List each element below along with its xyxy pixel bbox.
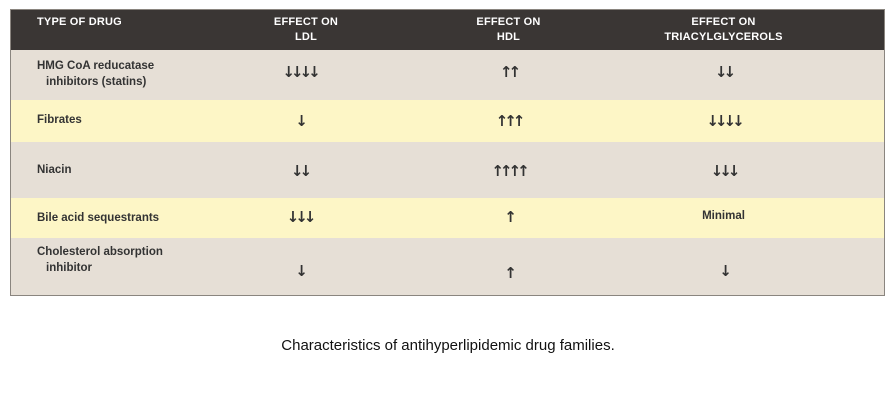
header-effect-hdl-line1: Effect on <box>476 16 541 28</box>
table-row-niacin: Niacin ↓↓ ↑↑↑↑ ↓↓↓ <box>11 142 884 198</box>
header-effect-tg-line1: Effect on <box>691 16 756 28</box>
header-effect-hdl: Effect on HDL <box>436 15 581 45</box>
hdl-effect-statins: ↑↑ <box>499 63 521 81</box>
ldl-effect-fibrates: ↓ <box>295 112 308 130</box>
drug-name-statins: HMG CoA reducatase inhibitors (statins) <box>37 58 154 90</box>
header-effect-triacylglycerols: Effect on Triacylglycerols <box>651 15 796 45</box>
drug-name-niacin: Niacin <box>37 162 72 178</box>
figure-caption: Characteristics of antihyperlipidemic dr… <box>281 337 615 354</box>
drug-name-line1: Fibrates <box>37 114 82 126</box>
header-type-of-drug: Type of drug <box>37 15 122 30</box>
header-type-of-drug-line1: Type of drug <box>37 16 122 28</box>
tg-effect-bile-acid: Minimal <box>702 210 745 222</box>
drug-name-line1: Niacin <box>37 164 72 176</box>
hdl-effect-bile-acid: ↑ <box>504 208 517 226</box>
header-effect-hdl-line2: HDL <box>496 31 521 43</box>
drug-name-line1: HMG CoA reducatase <box>37 60 155 72</box>
hdl-effect-niacin: ↑↑↑↑ <box>491 162 529 180</box>
header-effect-ldl-line1: Effect on <box>273 16 339 28</box>
ldl-effect-niacin: ↓↓ <box>290 162 312 180</box>
header-effect-ldl-line2: LDL <box>295 31 317 43</box>
drug-name-cholesterol-absorption-inhibitor: Cholesterol absorption inhibitor <box>37 244 163 276</box>
ldl-effect-cholesterol-absorption: ↓ <box>295 262 308 280</box>
drug-name-line1: Cholesterol absorption <box>37 246 163 258</box>
ldl-effect-bile-acid: ↓↓↓ <box>286 208 317 226</box>
drug-name-line2: inhibitors (statins) <box>46 76 147 88</box>
table-row-cholesterol-absorption-inhibitor: Cholesterol absorption inhibitor ↓ ↑ ↓ <box>11 238 884 295</box>
ldl-effect-statins: ↓↓↓↓ <box>282 63 320 81</box>
table-row-fibrates: Fibrates ↓ ↑↑↑ ↓↓↓↓ <box>11 100 884 142</box>
hdl-effect-cholesterol-absorption: ↑ <box>504 264 517 282</box>
hdl-effect-fibrates: ↑↑↑ <box>495 112 526 130</box>
table-row-statins: HMG CoA reducatase inhibitors (statins) … <box>11 50 884 100</box>
drug-name-bile-acid-sequestrants: Bile acid sequestrants <box>37 210 159 226</box>
drug-name-line1: Bile acid sequestrants <box>37 212 160 224</box>
tg-effect-statins: ↓↓ <box>714 63 736 81</box>
header-effect-ldl: Effect on LDL <box>236 15 376 45</box>
tg-effect-cholesterol-absorption: ↓ <box>719 262 732 280</box>
table-header: Type of drug Effect on LDL Effect on HDL… <box>11 10 884 50</box>
drug-name-fibrates: Fibrates <box>37 112 82 128</box>
tg-effect-fibrates: ↓↓↓↓ <box>706 112 744 130</box>
header-effect-tg-line2: Triacylglycerols <box>664 31 783 43</box>
tg-effect-niacin: ↓↓↓ <box>710 162 741 180</box>
table-row-bile-acid-sequestrants: Bile acid sequestrants ↓↓↓ ↑ Minimal <box>11 198 884 238</box>
drug-name-line2: inhibitor <box>46 262 92 274</box>
drug-effects-table: Type of drug Effect on LDL Effect on HDL… <box>10 9 885 296</box>
